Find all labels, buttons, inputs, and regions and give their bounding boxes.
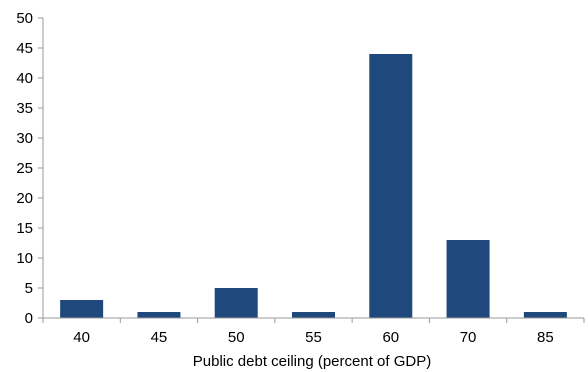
bar-60 <box>369 54 413 318</box>
y-tick-label: 5 <box>25 280 33 297</box>
y-tick-label: 50 <box>16 10 33 27</box>
y-tick-label: 25 <box>16 160 33 177</box>
y-tick-label: 0 <box>25 310 33 327</box>
x-tick-label: 40 <box>73 329 90 346</box>
x-tick-label: 50 <box>228 329 245 346</box>
x-tick-label: 60 <box>382 329 399 346</box>
bar-85 <box>523 312 567 318</box>
x-tick-label: 70 <box>460 329 477 346</box>
y-tick-label: 45 <box>16 40 33 57</box>
y-tick-label: 20 <box>16 190 33 207</box>
x-tick-label: 45 <box>151 329 168 346</box>
bar-50 <box>214 288 258 318</box>
bar-55 <box>292 312 335 318</box>
x-axis-ticks: 40 45 50 55 60 70 85 <box>42 318 585 346</box>
y-tick-label: 10 <box>16 250 33 267</box>
x-axis-title: Public debt ceiling (percent of GDP) <box>193 353 431 370</box>
bar-70 <box>446 240 490 318</box>
bar-40 <box>60 300 104 318</box>
y-axis-ticks: 0 5 10 15 20 25 30 35 40 45 50 <box>16 10 43 327</box>
bars <box>60 54 567 318</box>
bar-45 <box>137 312 181 318</box>
x-tick-label: 55 <box>305 329 322 346</box>
y-tick-label: 15 <box>16 220 33 237</box>
y-tick-label: 35 <box>16 100 33 117</box>
y-tick-label: 30 <box>16 130 33 147</box>
x-tick-label: 85 <box>537 329 554 346</box>
y-tick-label: 40 <box>16 70 33 87</box>
